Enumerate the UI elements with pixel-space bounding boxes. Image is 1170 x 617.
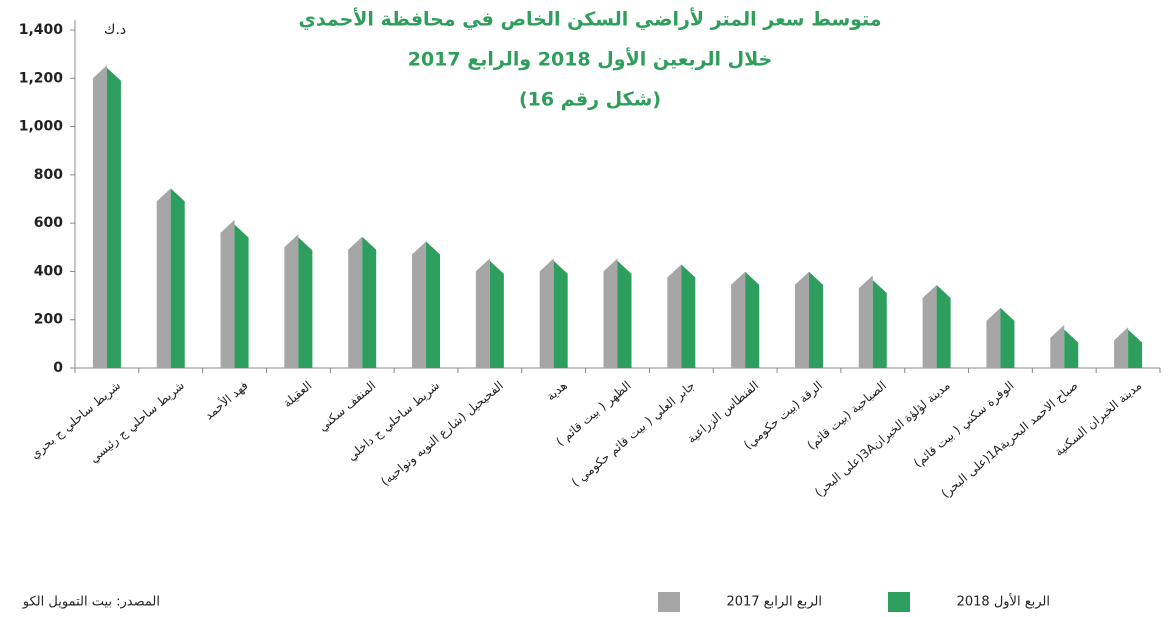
x-tick-label: المنقف سكني xyxy=(316,378,379,434)
y-tick-label: 1,400 xyxy=(19,22,64,38)
bar xyxy=(1000,307,1015,368)
x-tick-label: هدية xyxy=(544,378,570,403)
bar xyxy=(284,234,299,368)
bar xyxy=(936,284,951,368)
y-tick-label: 1,000 xyxy=(19,119,64,135)
y-tick-label: 200 xyxy=(34,312,63,328)
bar xyxy=(348,236,363,368)
bar xyxy=(922,284,937,368)
source-note: المصدر: بيت التمويل الكو xyxy=(22,595,160,610)
bar xyxy=(986,307,1001,368)
y-tick-label: 400 xyxy=(34,263,63,279)
bar xyxy=(475,258,490,368)
x-tick-label: العقيلة xyxy=(280,378,314,410)
bar xyxy=(1050,324,1065,368)
bar xyxy=(731,271,746,368)
legend-label: الربع الرابع 2017 xyxy=(726,595,822,610)
bar xyxy=(808,271,823,368)
legend-swatch xyxy=(888,592,910,612)
bar xyxy=(220,219,235,368)
y-tick-label: 0 xyxy=(53,360,63,376)
bar xyxy=(489,260,504,368)
bar xyxy=(794,271,809,368)
bar xyxy=(362,236,377,368)
bar xyxy=(667,264,682,368)
chart-subtitle: (شكل رقم 16) xyxy=(519,89,661,111)
bar xyxy=(234,224,249,368)
unit-label: د.ك xyxy=(104,22,126,38)
bar xyxy=(539,258,554,368)
bar xyxy=(745,271,760,368)
bar xyxy=(617,260,632,368)
bar xyxy=(1064,329,1079,368)
y-tick-label: 600 xyxy=(34,215,63,231)
y-tick-label: 800 xyxy=(34,167,63,183)
bar xyxy=(1128,329,1143,368)
bar xyxy=(92,65,107,369)
legend-swatch xyxy=(658,592,680,612)
legend-label: الربع الأول 2018 xyxy=(957,593,1050,610)
bar xyxy=(298,237,313,368)
x-tick-label: صباح الاحمد البحرية1A(على البحر) xyxy=(938,378,1081,501)
x-tick-label: جابر العلي ( بيت قائم حكومي ) xyxy=(569,378,698,490)
bar xyxy=(553,260,568,368)
bar xyxy=(858,275,873,368)
bar xyxy=(603,258,618,368)
chart-subtitle: خلال الربعين الأول 2018 والرابع 2017 xyxy=(408,48,773,71)
bar xyxy=(106,67,121,368)
chart-title: متوسط سعر المتر لأراضي السكن الخاص في مح… xyxy=(298,8,881,32)
bar xyxy=(156,188,171,368)
x-tick-label: الفحيحيل (شارع النويه ونواحيه) xyxy=(378,378,506,489)
bar xyxy=(426,241,441,368)
x-tick-label: مدينة لؤلؤة الخيران3A(على البحر) xyxy=(812,378,953,500)
y-tick-label: 1,200 xyxy=(19,70,64,86)
bar xyxy=(872,280,887,368)
bar xyxy=(681,264,696,368)
bar xyxy=(412,241,427,368)
bar xyxy=(170,188,185,368)
bar xyxy=(1114,327,1129,368)
x-tick-label: فهد الأحمد xyxy=(201,377,251,422)
